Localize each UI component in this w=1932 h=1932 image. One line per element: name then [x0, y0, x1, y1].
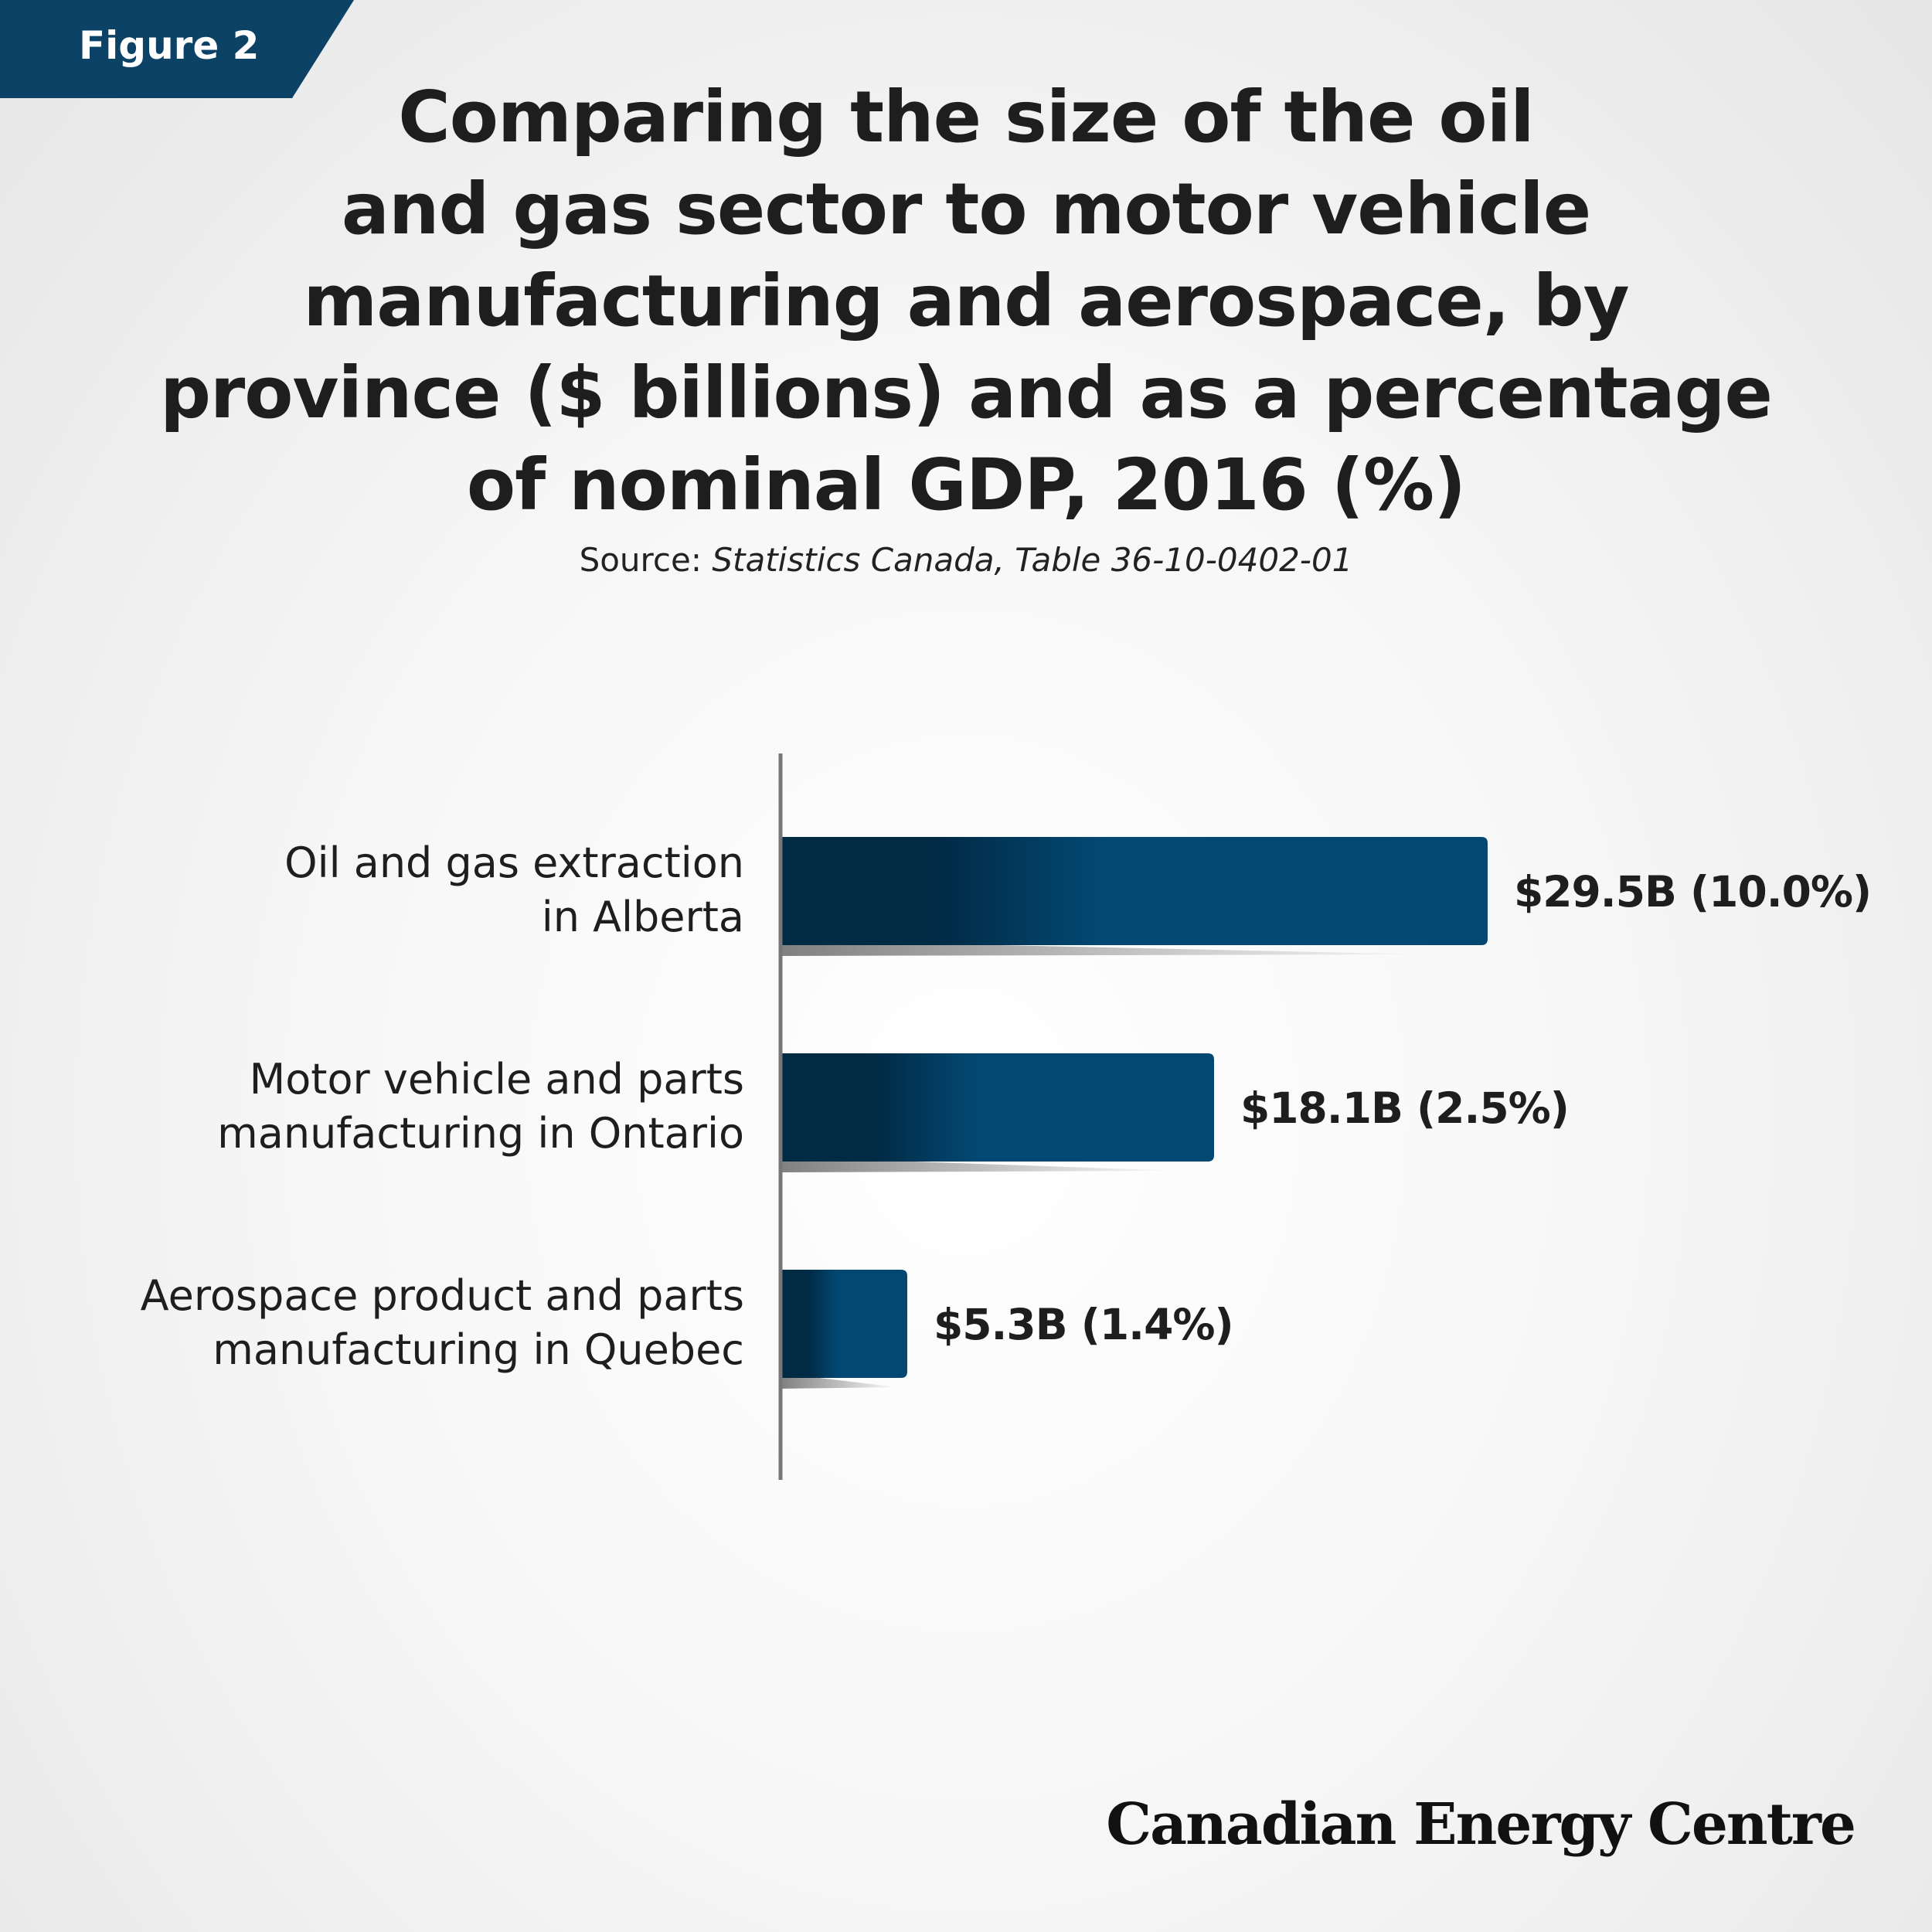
category-label: manufacturing in Ontario [217, 1109, 744, 1158]
title-line: and gas sector to motor vehicle [341, 168, 1591, 250]
data-label: $29.5B (10.0%) [1514, 867, 1871, 917]
brand-logo: Canadian Energy Centre [1106, 1791, 1856, 1858]
bar [781, 1270, 907, 1378]
title-line: Comparing the size of the oil [398, 76, 1534, 158]
bar [781, 1053, 1214, 1162]
category-label: in Alberta [542, 893, 744, 941]
title-line: of nominal GDP, 2016 (%) [466, 444, 1466, 526]
chart-title: Comparing the size of the oil and gas se… [108, 71, 1824, 531]
figure-badge-shape [0, 0, 354, 98]
source-note: Source: Statistics Canada, Table 36-10-0… [0, 541, 1932, 579]
data-label: $18.1B (2.5%) [1240, 1083, 1569, 1133]
figure-badge: Figure 2 [0, 0, 355, 99]
bar [781, 837, 1488, 945]
data-label: $5.3B (1.4%) [934, 1300, 1233, 1349]
category-label: Motor vehicle and parts [250, 1055, 744, 1104]
source-text: Statistics Canada, Table 36-10-0402-01 [712, 541, 1353, 579]
category-label: manufacturing in Quebec [213, 1325, 744, 1374]
category-label: Aerospace product and parts [141, 1271, 744, 1320]
title-line: province ($ billions) and as a percentag… [160, 352, 1773, 434]
source-prefix: Source: [579, 541, 713, 579]
figure-label: Figure 2 [79, 23, 260, 68]
title-line: manufacturing and aerospace, by [303, 260, 1629, 342]
category-label: Oil and gas extraction [284, 838, 744, 887]
